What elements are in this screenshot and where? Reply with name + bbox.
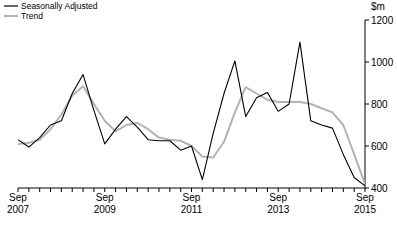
legend-swatch (4, 15, 18, 17)
x-tick (61, 188, 62, 192)
x-tick-label-line: 2015 (354, 204, 377, 215)
y-tick (365, 62, 369, 63)
chart: 40060080010001200$mSep2007Sep2009Sep2011… (0, 0, 397, 227)
y-tick-label: 1000 (371, 57, 394, 68)
x-tick (28, 188, 29, 192)
x-tick-label: Sep2015 (354, 192, 377, 215)
y-tick-label: 600 (371, 141, 388, 152)
y-axis-label: $m (371, 1, 385, 12)
x-tick-label-line: 2011 (181, 204, 203, 215)
x-tick (343, 188, 344, 192)
x-tick (115, 188, 116, 192)
x-tick (234, 188, 235, 192)
x-tick-label-line: 2013 (267, 204, 290, 215)
x-tick (256, 188, 257, 192)
legend: Seasonally AdjustedTrend (4, 1, 98, 21)
y-tick (365, 188, 369, 189)
legend-label: Seasonally Adjusted (21, 1, 98, 11)
x-tick-label-line: 2009 (94, 204, 117, 215)
x-tick-label: Sep2013 (267, 192, 290, 215)
legend-swatch (4, 5, 18, 6)
y-tick (365, 146, 369, 147)
x-tick (148, 188, 149, 192)
x-tick-label: Sep2011 (181, 192, 203, 215)
series-line (18, 86, 365, 184)
x-tick (72, 188, 73, 192)
x-tick (310, 188, 311, 192)
x-tick (332, 188, 333, 192)
x-tick (158, 188, 159, 192)
x-tick (299, 188, 300, 192)
x-tick-label-line: 2007 (7, 204, 30, 215)
x-tick (169, 188, 170, 192)
x-tick (202, 188, 203, 192)
y-tick-label: 1200 (371, 15, 394, 26)
y-tick (365, 104, 369, 105)
x-tick (83, 188, 84, 192)
x-tick-label-line: Sep (269, 192, 287, 203)
x-tick-label-line: Sep (356, 192, 374, 203)
x-tick (50, 188, 51, 192)
x-tick-label: Sep2007 (7, 192, 30, 215)
x-tick (321, 188, 322, 192)
x-tick (354, 188, 355, 192)
x-tick (180, 188, 181, 192)
x-tick (224, 188, 225, 192)
x-tick (39, 188, 40, 192)
legend-label: Trend (21, 11, 43, 21)
y-tick (365, 20, 369, 21)
x-tick (137, 188, 138, 192)
x-tick-label: Sep2009 (94, 192, 117, 215)
x-tick (267, 188, 268, 192)
x-tick (245, 188, 246, 192)
series-line (18, 42, 365, 186)
x-tick-label-line: Sep (96, 192, 114, 203)
x-tick (289, 188, 290, 192)
plot-lines (18, 42, 365, 186)
x-tick-label-line: Sep (9, 192, 27, 203)
y-tick-label: 800 (371, 99, 388, 110)
x-tick-label-line: Sep (183, 192, 201, 203)
x-tick (126, 188, 127, 192)
x-tick (213, 188, 214, 192)
x-tick (93, 188, 94, 192)
